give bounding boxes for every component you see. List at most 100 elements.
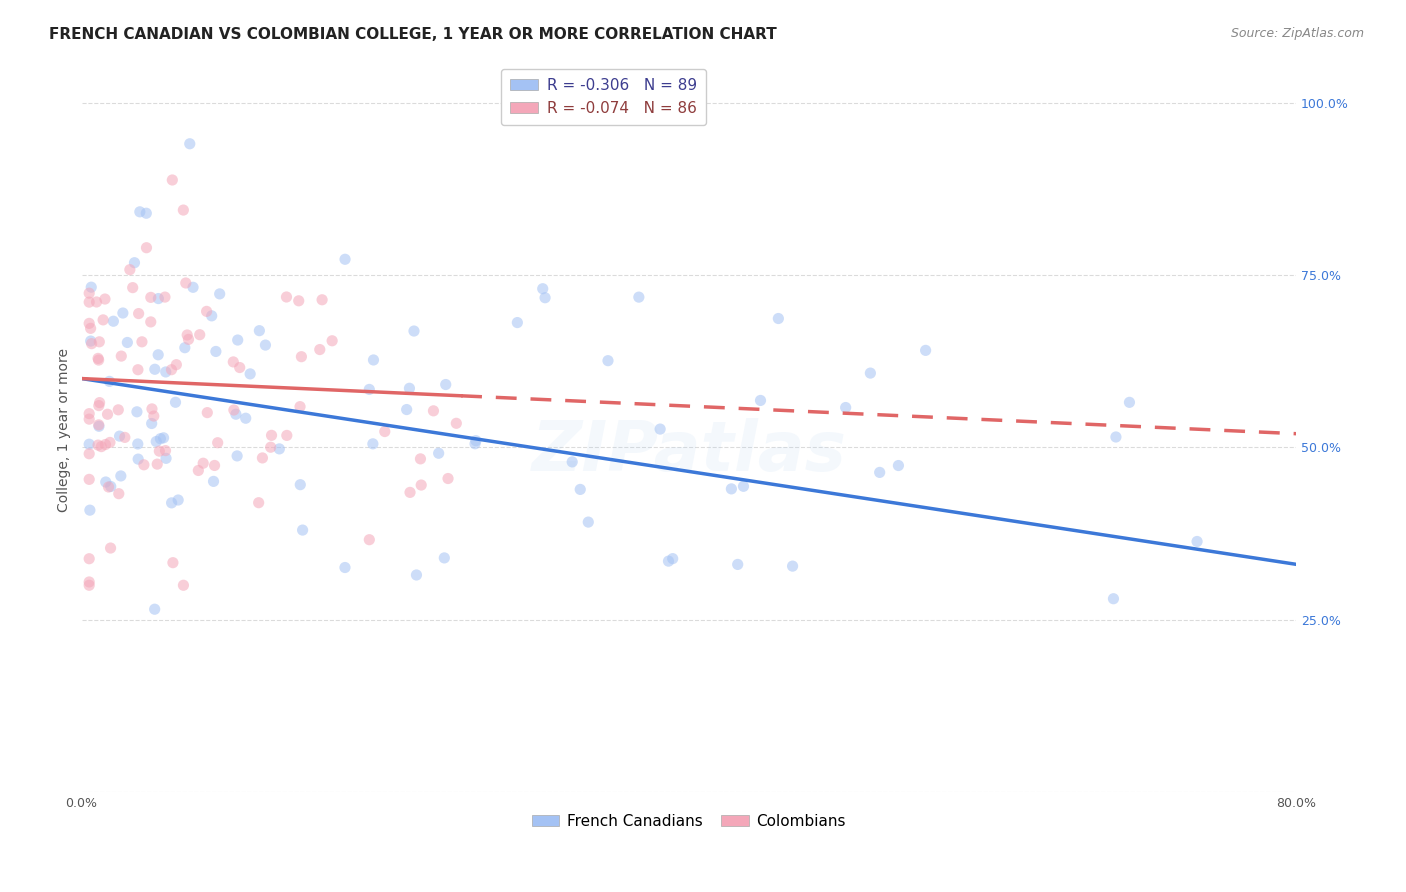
Point [228, 360, 250, 375]
Point [222, 403, 245, 417]
Point [201, 309, 224, 323]
Point [172, 578, 194, 592]
Point [225, 407, 247, 421]
Point [143, 602, 166, 616]
Point [162, 556, 184, 570]
Point [173, 341, 195, 355]
Point [135, 241, 157, 255]
Point [534, 291, 557, 305]
Point [155, 443, 177, 458]
Point [361, 437, 384, 451]
Point [165, 395, 187, 409]
Point [363, 353, 385, 368]
Point [374, 425, 396, 439]
Point [96, 407, 118, 421]
Point [235, 411, 257, 425]
Point [311, 293, 333, 307]
Point [205, 344, 228, 359]
Point [260, 440, 283, 454]
Point [148, 348, 170, 362]
Point [276, 428, 298, 442]
Text: Source: ZipAtlas.com: Source: ZipAtlas.com [1230, 27, 1364, 40]
Point [77, 447, 100, 461]
Point [100, 541, 122, 555]
Point [148, 292, 170, 306]
Point [247, 324, 270, 338]
Point [576, 515, 599, 529]
Point [434, 377, 457, 392]
Point [139, 290, 162, 304]
Point [276, 290, 298, 304]
Point [195, 406, 218, 420]
Legend: French Canadians, Colombians: French Canadians, Colombians [526, 808, 852, 835]
Point [117, 335, 139, 350]
Point [1118, 395, 1140, 409]
Point [291, 523, 314, 537]
Point [77, 295, 100, 310]
Point [290, 477, 312, 491]
Point [561, 455, 583, 469]
Point [181, 280, 204, 294]
Point [124, 256, 146, 270]
Point [121, 280, 143, 294]
Point [153, 290, 176, 304]
Point [208, 286, 231, 301]
Point [411, 478, 433, 492]
Point [204, 458, 226, 473]
Point [177, 332, 200, 346]
Point [887, 458, 910, 473]
Point [727, 558, 749, 572]
Point [145, 434, 167, 449]
Point [80, 280, 103, 294]
Point [287, 293, 309, 308]
Text: FRENCH CANADIAN VS COLOMBIAN COLLEGE, 1 YEAR OR MORE CORRELATION CHART: FRENCH CANADIAN VS COLOMBIAN COLLEGE, 1 … [49, 27, 778, 42]
Point [395, 402, 418, 417]
Point [405, 568, 427, 582]
Point [359, 383, 381, 397]
Point [87, 353, 110, 368]
Point [100, 479, 122, 493]
Point [160, 496, 183, 510]
Point [80, 336, 103, 351]
Point [446, 417, 468, 431]
Point [98, 375, 121, 389]
Point [288, 400, 311, 414]
Point [207, 435, 229, 450]
Point [131, 334, 153, 349]
Point [91, 313, 114, 327]
Point [187, 463, 209, 477]
Point [98, 435, 121, 450]
Point [657, 554, 679, 568]
Point [107, 402, 129, 417]
Point [97, 480, 120, 494]
Point [118, 262, 141, 277]
Point [1105, 430, 1128, 444]
Point [77, 574, 100, 589]
Point [239, 367, 262, 381]
Point [108, 429, 131, 443]
Point [77, 472, 100, 486]
Point [77, 412, 100, 426]
Y-axis label: College, 1 year or more: College, 1 year or more [58, 348, 72, 512]
Point [202, 475, 225, 489]
Point [87, 438, 110, 452]
Point [650, 422, 672, 436]
Point [402, 324, 425, 338]
Point [77, 286, 100, 301]
Point [627, 290, 650, 304]
Point [914, 343, 936, 358]
Point [782, 559, 804, 574]
Point [162, 173, 184, 187]
Point [110, 469, 132, 483]
Point [409, 451, 432, 466]
Point [155, 365, 177, 379]
Point [94, 292, 117, 306]
Point [165, 358, 187, 372]
Point [141, 401, 163, 416]
Point [77, 578, 100, 592]
Point [114, 430, 136, 444]
Point [139, 315, 162, 329]
Point [142, 409, 165, 423]
Point [77, 407, 100, 421]
Point [333, 252, 356, 267]
